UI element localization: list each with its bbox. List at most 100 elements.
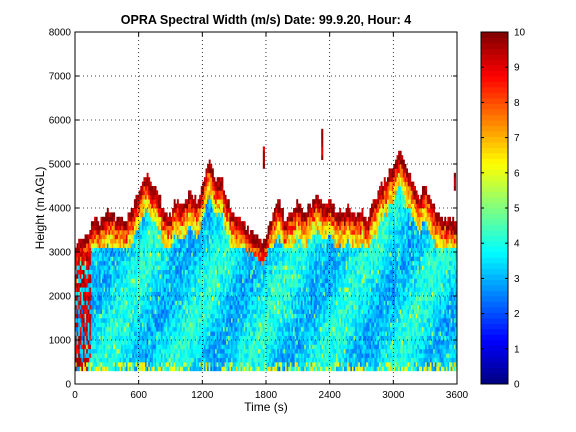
- heatmap-cell: [221, 177, 224, 182]
- heatmap-cell: [288, 238, 291, 244]
- heatmap-cell: [200, 243, 203, 248]
- heatmap-cell: [164, 300, 167, 306]
- heatmap-cell: [219, 335, 222, 341]
- heatmap-cell: [216, 291, 219, 297]
- heatmap-cell: [248, 348, 251, 354]
- heatmap-cell: [119, 344, 122, 350]
- heatmap-cell: [165, 291, 168, 297]
- heatmap-cell: [281, 340, 284, 345]
- heatmap-cell: [117, 313, 120, 319]
- heatmap-cell: [285, 348, 288, 354]
- heatmap-cell: [176, 221, 179, 226]
- heatmap-cell: [272, 238, 275, 244]
- heatmap-cell: [79, 256, 82, 262]
- heatmap-cell: [149, 357, 152, 363]
- heatmap-cell: [94, 344, 97, 350]
- heatmap-cell: [146, 199, 149, 204]
- heatmap-cell: [202, 366, 205, 372]
- heatmap-cell: [267, 265, 270, 270]
- heatmap-cell: [237, 326, 240, 332]
- heatmap-cell: [224, 243, 227, 248]
- heatmap-cell: [234, 366, 237, 372]
- heatmap-cell: [124, 344, 127, 350]
- heatmap-cell: [197, 208, 200, 213]
- heatmap-cell: [223, 318, 225, 323]
- heatmap-cell: [79, 296, 82, 301]
- heatmap-cell: [232, 309, 235, 314]
- heatmap-cell: [238, 260, 241, 266]
- heatmap-cell: [100, 282, 103, 288]
- heatmap-cell: [272, 348, 275, 354]
- heatmap-cell: [151, 278, 154, 284]
- heatmap-cell: [213, 348, 216, 354]
- heatmap-cell: [95, 234, 98, 240]
- heatmap-cell: [210, 234, 213, 240]
- heatmap-cell: [208, 208, 211, 213]
- heatmap-cell: [125, 221, 128, 226]
- heatmap-cell: [94, 265, 97, 270]
- heatmap-cell: [242, 256, 245, 262]
- heatmap-cell: [230, 269, 233, 275]
- heatmap-cell: [100, 366, 103, 372]
- heatmap-cell: [125, 353, 128, 358]
- heatmap-cell: [95, 331, 98, 336]
- heatmap-cell: [130, 331, 133, 336]
- heatmap-cell: [253, 247, 256, 253]
- heatmap-cell: [202, 322, 205, 328]
- heatmap-cell: [226, 203, 229, 209]
- heatmap-cell: [132, 296, 135, 301]
- heatmap-cell: [256, 269, 259, 275]
- heatmap-cell: [240, 252, 243, 257]
- heatmap-cell: [156, 287, 159, 292]
- heatmap-cell: [137, 265, 140, 270]
- heatmap-cell: [178, 318, 181, 323]
- heatmap-cell: [269, 282, 272, 288]
- heatmap-cell: [140, 260, 143, 266]
- heatmap-cell: [262, 274, 265, 279]
- heatmap-cell: [151, 353, 154, 358]
- heatmap-cell: [208, 216, 211, 222]
- heatmap-cell: [232, 326, 235, 332]
- heatmap-cell: [173, 225, 176, 231]
- heatmap-cell: [103, 243, 106, 248]
- heatmap-cell: [216, 238, 219, 244]
- heatmap-cell: [108, 274, 111, 279]
- heatmap-cell: [154, 230, 157, 235]
- heatmap-cell: [245, 313, 248, 319]
- heatmap-cell: [202, 348, 205, 354]
- heatmap-cell: [210, 304, 213, 310]
- heatmap-cell: [146, 300, 149, 306]
- heatmap-cell: [148, 256, 151, 262]
- heatmap-cell: [224, 260, 227, 266]
- heatmap-cell: [135, 194, 138, 200]
- heatmap-cell: [78, 238, 81, 244]
- heatmap-cell: [245, 296, 248, 301]
- heatmap-cell: [130, 296, 133, 301]
- heatmap-cell: [95, 256, 98, 262]
- heatmap-cell: [243, 309, 246, 314]
- heatmap-cell: [181, 225, 184, 231]
- heatmap-cell: [149, 186, 152, 191]
- heatmap-cell: [133, 326, 136, 332]
- heatmap-cell: [224, 309, 227, 314]
- heatmap-cell: [90, 340, 93, 345]
- heatmap-cell: [79, 274, 82, 279]
- heatmap-cell: [207, 225, 210, 231]
- heatmap-cell: [162, 366, 165, 372]
- heatmap-cell: [178, 208, 181, 213]
- heatmap-cell: [78, 353, 81, 358]
- heatmap-cell: [199, 256, 202, 262]
- heatmap-cell: [227, 260, 230, 266]
- heatmap-cell: [105, 252, 108, 257]
- heatmap-cell: [125, 362, 128, 367]
- heatmap-cell: [186, 243, 189, 248]
- heatmap-cell: [192, 304, 195, 310]
- heatmap-cell: [188, 256, 190, 262]
- heatmap-cell: [127, 216, 130, 222]
- heatmap-cell: [253, 322, 256, 328]
- heatmap-cell: [218, 234, 221, 240]
- heatmap-cell: [105, 344, 108, 350]
- heatmap-cell: [207, 340, 210, 345]
- heatmap-cell: [286, 309, 289, 314]
- heatmap-cell: [82, 238, 85, 244]
